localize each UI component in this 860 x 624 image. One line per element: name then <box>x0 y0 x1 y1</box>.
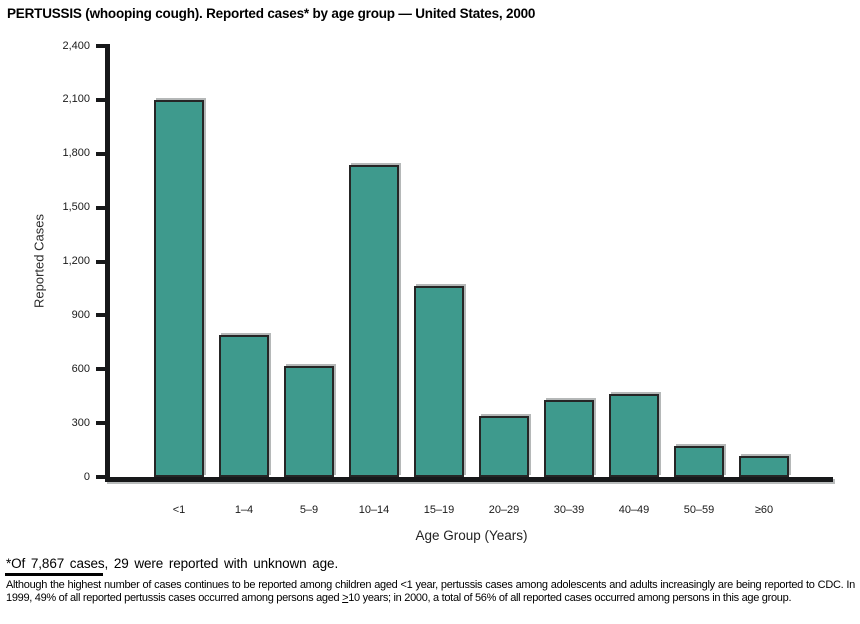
y-tick <box>96 205 106 210</box>
bar-≥60 <box>739 456 789 477</box>
y-tick-label: 2,400 <box>62 39 90 52</box>
y-axis-line <box>105 44 110 482</box>
footnote-text-before: Although the highest number of cases con… <box>6 579 855 604</box>
bar-5–9 <box>284 365 334 477</box>
x-category-label: ≥60 <box>754 504 774 516</box>
y-tick <box>96 259 106 264</box>
bar-20–29 <box>479 415 529 477</box>
x-category-label: 15–19 <box>423 504 455 516</box>
y-tick <box>96 367 106 372</box>
y-tick-label: 2,100 <box>62 93 90 106</box>
x-category-label: 30–39 <box>553 504 585 516</box>
x-category-label: 10–14 <box>358 504 390 516</box>
plot-area: Age Group (Years) 0 300 600 900 1,200 1,500 1,… <box>62 40 833 543</box>
y-tick <box>96 97 106 102</box>
y-tick <box>96 421 106 426</box>
bar-30–39 <box>544 399 594 477</box>
x-axis-line <box>105 477 833 482</box>
figure-title: PERTUSSIS (whooping cough). Reported cas… <box>7 6 536 21</box>
x-category-label: 50–59 <box>683 504 715 516</box>
y-tick <box>96 475 106 479</box>
y-tick-label: 300 <box>71 416 90 429</box>
bar-1–4 <box>219 335 269 477</box>
y-tick-label: 600 <box>71 362 90 375</box>
y-tick-label: 1,500 <box>62 201 90 214</box>
bar-10–14 <box>349 164 399 477</box>
x-category-label: 20–29 <box>488 504 520 516</box>
x-category-label: 1–4 <box>234 504 254 516</box>
x-category-label: <1 <box>172 504 186 516</box>
greater-equal-symbol: > <box>342 592 349 604</box>
footnote-asterisk: *Of 7,867 cases, 29 were reported with u… <box>6 556 339 571</box>
y-tick-label: 900 <box>71 308 90 321</box>
x-category-label: 40–49 <box>618 504 650 516</box>
bar-15–19 <box>414 285 464 477</box>
y-axis-label: Reported Cases <box>31 214 47 308</box>
y-tick-label: 1,200 <box>62 255 90 267</box>
footnote-rule <box>5 573 103 576</box>
bar-<1 <box>154 99 204 477</box>
footnote-text-after: 10 years; in 2000, a total of 56% of all… <box>348 592 792 604</box>
footnote-paragraph: Although the highest number of cases con… <box>6 579 855 605</box>
y-tick-label: 0 <box>83 470 90 483</box>
y-tick <box>96 151 106 156</box>
bar-40–49 <box>609 394 659 477</box>
y-tick-label: 1,800 <box>62 147 90 160</box>
y-tick <box>96 44 106 48</box>
x-axis-label: Age Group (Years) <box>415 528 528 543</box>
x-category-label: 5–9 <box>299 504 319 516</box>
bar-50–59 <box>674 446 724 477</box>
y-tick <box>96 313 106 318</box>
